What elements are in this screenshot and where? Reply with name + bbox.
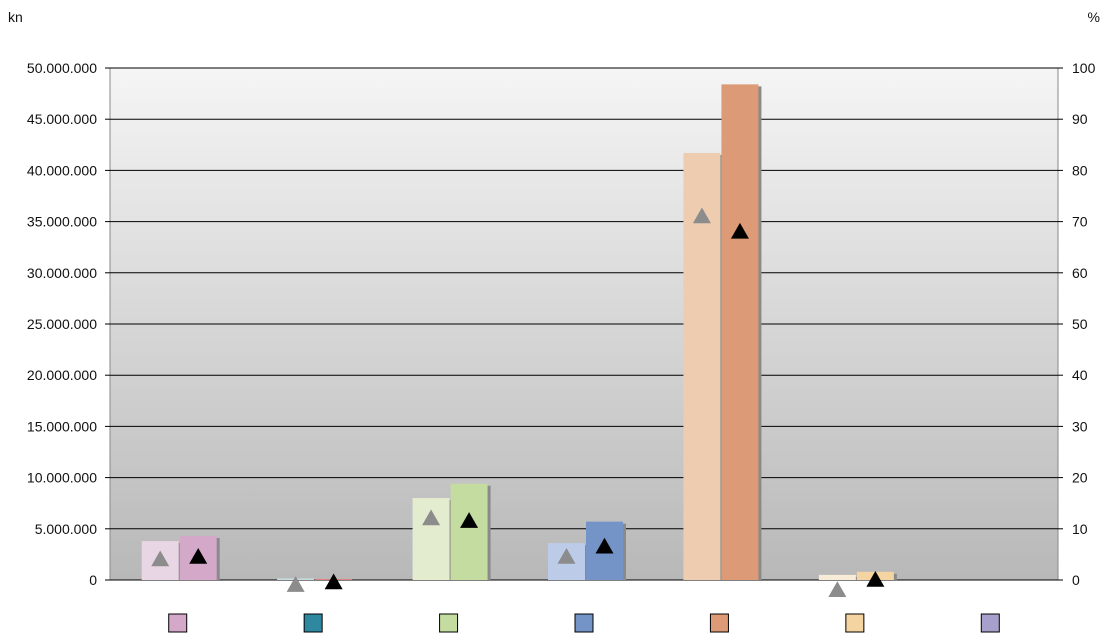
- left-tick-label: 45.000.000: [27, 111, 97, 127]
- triangle-marker: [828, 581, 847, 597]
- legend-swatch: [574, 613, 594, 633]
- triangle-marker: [286, 576, 305, 592]
- right-tick-label: 20: [1072, 470, 1088, 486]
- right-axis-ticks: 0 10 20 30 40 50 60 70 80 90 100: [1072, 60, 1096, 588]
- legend-swatch: [709, 613, 729, 633]
- left-tick-label: 35.000.000: [27, 214, 97, 230]
- left-tick-label: 10.000.000: [27, 470, 97, 486]
- bar: [683, 152, 721, 580]
- right-tick-label: 0: [1072, 572, 1080, 588]
- left-tick-label: 40.000.000: [27, 162, 97, 178]
- left-tick-label: 0: [89, 572, 97, 588]
- left-tick-label: 15.000.000: [27, 418, 97, 434]
- markers: [151, 207, 885, 597]
- right-tick-label: 90: [1072, 111, 1088, 127]
- triangle-marker: [730, 222, 749, 239]
- left-tick-label: 30.000.000: [27, 265, 97, 281]
- right-tick-label: 30: [1072, 418, 1088, 434]
- right-tick-label: 100: [1072, 60, 1096, 76]
- right-tick-label: 80: [1072, 162, 1088, 178]
- legend-swatch: [168, 613, 188, 633]
- legend-swatch: [439, 613, 459, 633]
- triangle-marker: [692, 207, 711, 224]
- bar: [818, 574, 856, 580]
- triangle-marker: [460, 512, 479, 528]
- triangle-marker: [422, 509, 441, 526]
- left-axis-ticks: 0 5.000.000 10.000.000 15.000.000 20.000.000…: [27, 60, 97, 588]
- right-tick-label: 40: [1072, 367, 1088, 383]
- right-tick-label: 50: [1072, 316, 1088, 332]
- legend-swatch: [980, 613, 1000, 633]
- left-tick-label: 20.000.000: [27, 367, 97, 383]
- legend-swatch: [845, 613, 865, 633]
- triangle-marker: [557, 547, 576, 564]
- legend: [168, 613, 1000, 633]
- triangle-marker: [189, 547, 208, 564]
- triangle-marker: [151, 550, 170, 567]
- triangle-marker: [324, 573, 343, 590]
- right-tick-label: 60: [1072, 265, 1088, 281]
- left-axis-unit: kn: [8, 9, 23, 25]
- right-tick-label: 10: [1072, 521, 1088, 537]
- left-tick-label: 25.000.000: [27, 316, 97, 332]
- left-tick-label: 50.000.000: [27, 60, 97, 76]
- legend-swatch: [303, 613, 323, 633]
- triangle-marker: [595, 537, 614, 554]
- bar: [450, 483, 488, 580]
- gridlines: [105, 67, 1063, 581]
- bar: [721, 84, 759, 580]
- right-tick-label: 70: [1072, 214, 1088, 230]
- left-tick-label: 5.000.000: [35, 521, 97, 537]
- right-axis-unit: %: [1088, 9, 1100, 25]
- triangle-marker: [866, 571, 885, 587]
